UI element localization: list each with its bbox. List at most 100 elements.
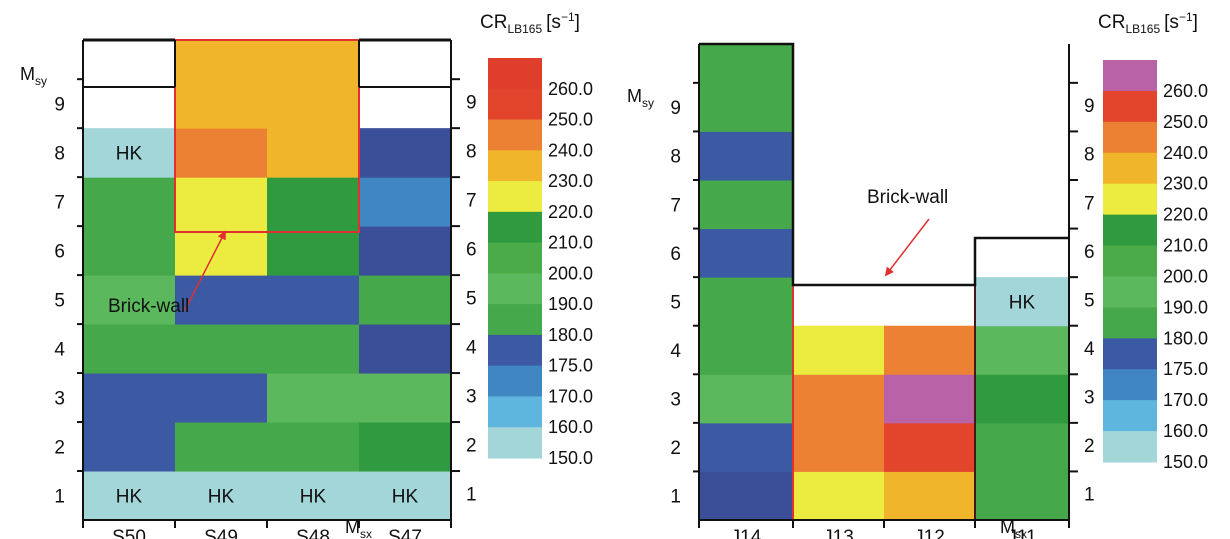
left-y-tick-label: 8 bbox=[54, 144, 65, 165]
left-colorbar-swatch bbox=[488, 119, 542, 151]
right-y-tick-label: 4 bbox=[670, 341, 681, 362]
right-colorbar-label: 210.0 bbox=[1163, 236, 1208, 256]
right-cell-3-1 bbox=[975, 471, 1069, 521]
right-colorbar-label: 260.0 bbox=[1163, 81, 1208, 101]
right-y-tick-label: 9 bbox=[670, 98, 681, 119]
left-cell-0-3 bbox=[83, 373, 175, 423]
left-colorbar-swatch bbox=[488, 396, 542, 428]
left-cell-1-7 bbox=[175, 177, 267, 227]
left-colorbar-swatch bbox=[488, 181, 542, 213]
left-cell-2-4 bbox=[267, 324, 359, 374]
right-y-tick-label: 3 bbox=[670, 390, 681, 411]
right-cell-2-3 bbox=[884, 374, 975, 424]
left-colorbar-label: 250.0 bbox=[548, 110, 593, 130]
right-x-tick-label: J11 bbox=[1007, 527, 1036, 539]
right-colorbar-label: 150.0 bbox=[1163, 452, 1208, 472]
left-cell-2-3 bbox=[267, 373, 359, 423]
left-y-tick-label: 5 bbox=[54, 291, 65, 312]
left-cell-2-2 bbox=[267, 422, 359, 472]
left-right-tick-label: 6 bbox=[466, 240, 477, 261]
right-right-ticks: 1 2 3 4 5 6 7 8 9 bbox=[1069, 81, 1095, 506]
right-cell-1-1 bbox=[793, 471, 884, 521]
left-y-tick-label: 1 bbox=[54, 487, 65, 508]
left-cell-0-6 bbox=[83, 226, 175, 276]
right-y-tick-label: 1 bbox=[670, 487, 681, 508]
left-colorbar-swatch bbox=[488, 150, 542, 182]
left-right-tick-label: 3 bbox=[466, 387, 477, 408]
right-colorbar-swatch bbox=[1103, 214, 1157, 247]
right-y-tick-label: 8 bbox=[670, 147, 681, 168]
left-y-ticks: 1 2 3 4 5 6 7 8 9 bbox=[54, 78, 83, 508]
left-heatmap-cells bbox=[83, 40, 451, 521]
right-x-ticks: J14 J13 J12 J11 bbox=[698, 520, 1070, 539]
right-colorbar: 260.0 250.0 240.0 230.0 220.0 210.0 200.0 190.0… bbox=[1103, 60, 1208, 472]
left-colorbar-label: 170.0 bbox=[548, 386, 593, 406]
left-right-tick-label: 8 bbox=[466, 142, 477, 163]
right-colorbar-label: 190.0 bbox=[1163, 297, 1208, 317]
right-right-tick-label: 1 bbox=[1084, 485, 1095, 506]
right-colorbar-swatch bbox=[1103, 400, 1157, 432]
right-colorbar-label: 160.0 bbox=[1163, 421, 1208, 441]
right-y-tick-label: 5 bbox=[670, 292, 681, 313]
left-colorbar-label: 210.0 bbox=[548, 233, 593, 253]
left-hk-label: HK bbox=[392, 487, 419, 508]
right-cell-1-3 bbox=[793, 374, 884, 424]
right-brick-wall-arrow bbox=[884, 218, 930, 277]
right-colorbar-swatch bbox=[1103, 60, 1157, 92]
right-cell-0-4 bbox=[699, 325, 793, 375]
left-heatmap-panel: HK HK HK HK HK 1 2 3 4 5 6 7 8 9 1 2 3 4 5 6 7 8 9 S50 S49 S48… bbox=[20, 10, 593, 539]
left-colorbar-label: 175.0 bbox=[548, 356, 593, 376]
left-x-ticks: S50 S49 S48 S47 bbox=[82, 520, 452, 539]
left-colorbar-swatch bbox=[488, 242, 542, 274]
right-cell-2-4 bbox=[884, 325, 975, 375]
right-y-tick-label: 2 bbox=[670, 438, 681, 459]
left-colorbar-label: 190.0 bbox=[548, 294, 593, 314]
left-colorbar-label: 200.0 bbox=[548, 263, 593, 283]
left-colorbar-title: CRLB165 [s−1] bbox=[480, 10, 580, 36]
left-cell-0-1 bbox=[83, 471, 175, 521]
left-right-tick-label: 1 bbox=[466, 485, 477, 506]
right-y-ticks: 1 2 3 4 5 6 7 8 9 bbox=[670, 81, 699, 508]
right-cell-0-6 bbox=[699, 228, 793, 278]
right-colorbar-title: CRLB165 [s−1] bbox=[1098, 10, 1198, 36]
left-cell-3-6 bbox=[359, 226, 451, 276]
left-cell-0-5 bbox=[83, 275, 175, 325]
right-heatmap-cells bbox=[699, 44, 1069, 521]
left-y-tick-label: 3 bbox=[54, 389, 65, 410]
right-cell-1-4 bbox=[793, 325, 884, 375]
left-brick-wall-label: Brick-wall bbox=[108, 296, 189, 317]
left-cell-0-4 bbox=[83, 324, 175, 374]
left-top-inner-frame bbox=[83, 40, 451, 88]
left-colorbar-label: 180.0 bbox=[548, 325, 593, 345]
right-colorbar-label: 230.0 bbox=[1163, 174, 1208, 194]
right-colorbar-swatch bbox=[1103, 121, 1157, 154]
left-cell-2-7 bbox=[267, 177, 359, 227]
left-hk-label: HK bbox=[116, 144, 143, 165]
left-cell-3-7 bbox=[359, 177, 451, 227]
left-cell-3-1 bbox=[359, 471, 451, 521]
left-cell-3-5 bbox=[359, 275, 451, 325]
right-colorbar-swatch bbox=[1103, 338, 1157, 370]
left-right-tick-label: 4 bbox=[466, 338, 477, 359]
left-right-tick-label: 7 bbox=[466, 191, 477, 212]
left-cell-3-2 bbox=[359, 422, 451, 472]
right-colorbar-swatch bbox=[1103, 307, 1157, 339]
left-right-tick-label: 9 bbox=[466, 93, 477, 114]
left-cell-0-7 bbox=[83, 177, 175, 227]
left-colorbar-label: 160.0 bbox=[548, 417, 593, 437]
right-brick-wall-label: Brick-wall bbox=[867, 187, 948, 208]
right-colorbar-label: 200.0 bbox=[1163, 266, 1208, 286]
left-cell-1-2 bbox=[175, 422, 267, 472]
left-colorbar-swatch bbox=[488, 427, 542, 459]
left-colorbar-label: 230.0 bbox=[548, 171, 593, 191]
right-colorbar-swatch bbox=[1103, 245, 1157, 277]
left-x-tick-label: S49 bbox=[204, 527, 238, 539]
right-hk-labels: HK bbox=[1009, 292, 1036, 313]
right-cell-3-2 bbox=[975, 422, 1069, 472]
right-y-axis-label: Msy bbox=[627, 86, 654, 110]
left-x-tick-label: S48 bbox=[296, 527, 330, 539]
right-colorbar-label: 220.0 bbox=[1163, 205, 1208, 225]
left-y-tick-label: 9 bbox=[54, 95, 65, 116]
left-brick-wall-outline bbox=[174, 39, 360, 233]
